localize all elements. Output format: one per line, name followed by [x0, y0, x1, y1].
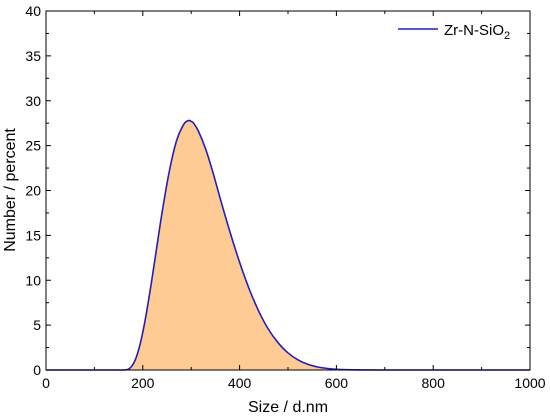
- series-line: [45, 119, 530, 371]
- axis-ticks: 0 200 400 600 800 1000 0 5 10 15 20 25 30 35 40: [25, 3, 545, 391]
- y-tick-label: 5: [33, 317, 41, 333]
- x-tick-label: 600: [325, 375, 349, 391]
- plot-frame: [45, 10, 531, 371]
- y-axis-title: Number / percent: [2, 128, 19, 252]
- y-tick-label: 40: [25, 3, 41, 19]
- x-axis-title: Size / d.nm: [248, 399, 328, 416]
- y-tick-label: 15: [25, 227, 41, 243]
- y-tick-label: 35: [25, 48, 41, 64]
- series-area-fill: [46, 120, 530, 370]
- y-tick-label: 0: [33, 362, 41, 378]
- plot-area: [45, 119, 530, 371]
- legend-label-base: Zr-N-SiO: [444, 22, 504, 39]
- x-tick-label: 400: [228, 375, 252, 391]
- legend: Zr-N-SiO2: [398, 22, 510, 42]
- legend-label: Zr-N-SiO2: [444, 22, 510, 42]
- y-tick-label: 30: [25, 93, 41, 109]
- x-tick-label: 0: [42, 375, 50, 391]
- y-tick-label: 20: [25, 183, 41, 199]
- y-tick-label: 10: [25, 272, 41, 288]
- x-tick-label: 200: [131, 375, 155, 391]
- x-tick-label: 1000: [514, 375, 545, 391]
- legend-label-subscript: 2: [504, 30, 510, 42]
- x-tick-label: 800: [422, 375, 446, 391]
- y-tick-label: 25: [25, 138, 41, 154]
